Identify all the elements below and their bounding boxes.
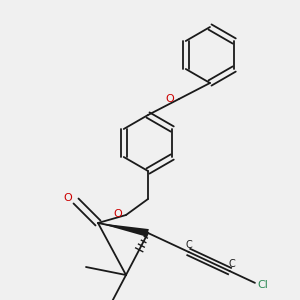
Polygon shape [98,223,149,237]
Text: O: O [114,209,122,219]
Text: C: C [228,259,235,269]
Text: O: O [166,94,174,104]
Text: Cl: Cl [257,280,268,290]
Text: O: O [64,193,72,203]
Text: C: C [185,240,192,250]
